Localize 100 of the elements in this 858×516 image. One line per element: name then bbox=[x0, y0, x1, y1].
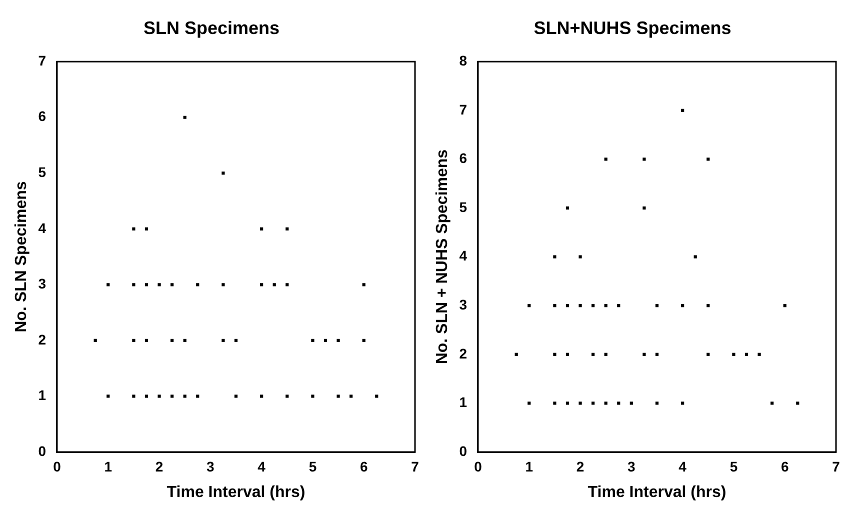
point bbox=[144, 394, 148, 398]
x-tick-label: 0 bbox=[53, 458, 62, 474]
y-tick-label: 5 bbox=[459, 198, 468, 215]
point bbox=[260, 283, 264, 286]
x-tick-label: 7 bbox=[832, 458, 840, 474]
point bbox=[260, 394, 264, 398]
x-tick-label: 6 bbox=[360, 458, 368, 474]
y-tick-label: 6 bbox=[38, 108, 46, 124]
point bbox=[222, 338, 225, 342]
point bbox=[514, 352, 518, 356]
point bbox=[770, 402, 774, 405]
point bbox=[655, 402, 659, 405]
point bbox=[362, 283, 366, 286]
point bbox=[706, 158, 710, 161]
point bbox=[324, 338, 328, 342]
point bbox=[106, 394, 110, 398]
point bbox=[566, 352, 570, 356]
point bbox=[286, 283, 289, 286]
point bbox=[578, 304, 582, 308]
point bbox=[336, 338, 340, 342]
point bbox=[706, 352, 710, 356]
x-tick-label: 5 bbox=[730, 458, 738, 474]
point bbox=[796, 402, 800, 405]
point bbox=[592, 402, 595, 405]
point bbox=[732, 352, 736, 356]
point bbox=[170, 283, 174, 286]
point bbox=[681, 304, 684, 308]
point bbox=[553, 304, 556, 308]
x-tick-label: 4 bbox=[678, 458, 687, 474]
point bbox=[655, 352, 659, 356]
point bbox=[642, 158, 646, 161]
point bbox=[196, 283, 200, 286]
point bbox=[694, 255, 697, 258]
point bbox=[106, 283, 110, 286]
chart-title: SLN Specimens bbox=[143, 18, 280, 38]
point bbox=[183, 116, 186, 119]
point bbox=[183, 338, 186, 342]
x-tick-label: 5 bbox=[308, 458, 317, 474]
point bbox=[617, 304, 620, 308]
point bbox=[783, 304, 786, 308]
point bbox=[311, 338, 314, 342]
point bbox=[553, 255, 556, 258]
point bbox=[642, 206, 646, 210]
y-tick-label: 4 bbox=[459, 248, 468, 264]
point bbox=[566, 402, 570, 405]
x-tick-label: 4 bbox=[258, 458, 266, 474]
point bbox=[144, 227, 148, 230]
y-axis-title: No. SLN + NUHS Specimens bbox=[434, 149, 452, 364]
y-axis-title: No. SLN Specimens bbox=[13, 181, 30, 332]
point bbox=[132, 394, 136, 398]
y-tick-label: 3 bbox=[459, 296, 468, 312]
x-tick-label: 2 bbox=[155, 458, 164, 474]
point bbox=[196, 394, 200, 398]
point bbox=[286, 394, 289, 398]
point bbox=[528, 402, 531, 405]
point bbox=[170, 338, 174, 342]
point bbox=[272, 283, 276, 286]
x-tick-label: 6 bbox=[780, 458, 789, 474]
point bbox=[604, 304, 608, 308]
point bbox=[144, 283, 148, 286]
point bbox=[222, 283, 225, 286]
point bbox=[566, 206, 570, 210]
point bbox=[604, 158, 608, 161]
point bbox=[132, 227, 136, 230]
point bbox=[350, 394, 353, 398]
point bbox=[758, 352, 761, 356]
y-tick-label: 1 bbox=[459, 394, 468, 410]
point bbox=[336, 394, 340, 398]
point bbox=[642, 352, 646, 356]
point bbox=[94, 338, 97, 342]
point bbox=[578, 255, 582, 258]
point bbox=[158, 283, 161, 286]
point bbox=[553, 352, 556, 356]
point bbox=[362, 338, 366, 342]
point bbox=[132, 283, 136, 286]
y-tick-label: 4 bbox=[38, 220, 46, 236]
point bbox=[630, 402, 633, 405]
point bbox=[617, 402, 620, 405]
y-tick-label: 0 bbox=[459, 442, 468, 459]
point bbox=[222, 172, 225, 175]
point bbox=[375, 394, 378, 398]
point bbox=[706, 304, 710, 308]
point bbox=[604, 352, 608, 356]
point bbox=[578, 402, 582, 405]
x-tick-label: 0 bbox=[474, 458, 482, 474]
point bbox=[592, 352, 595, 356]
y-tick-label: 6 bbox=[459, 150, 468, 166]
y-tick-label: 3 bbox=[38, 276, 46, 292]
y-tick-label: 0 bbox=[38, 442, 46, 459]
x-tick-label: 7 bbox=[411, 458, 420, 474]
chart-title: SLN+NUHS Specimens bbox=[534, 18, 732, 38]
point bbox=[311, 394, 314, 398]
x-tick-label: 1 bbox=[525, 458, 534, 474]
x-axis-title: Time Interval (hrs) bbox=[588, 484, 726, 501]
x-tick-label: 1 bbox=[104, 458, 112, 474]
point bbox=[170, 394, 174, 398]
y-tick-label: 7 bbox=[38, 52, 46, 68]
y-tick-label: 2 bbox=[38, 331, 46, 348]
point bbox=[528, 304, 531, 308]
point bbox=[144, 338, 148, 342]
